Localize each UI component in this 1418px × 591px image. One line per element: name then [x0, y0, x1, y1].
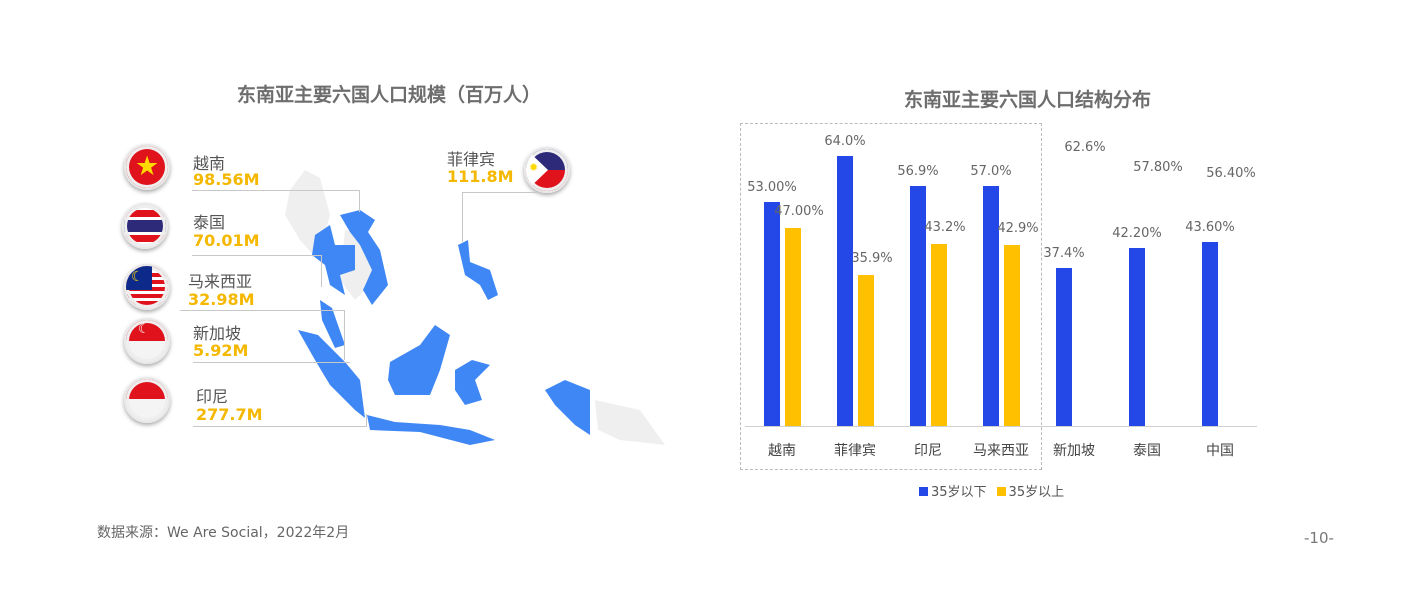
bar — [858, 274, 874, 426]
bar — [910, 185, 926, 426]
country-name: 新加坡 — [193, 324, 242, 343]
thailand-flag-icon — [122, 203, 168, 249]
country-name: 马来西亚 — [188, 272, 253, 291]
sulawesi-shape — [455, 360, 490, 405]
leader-line — [192, 190, 360, 191]
singapore-flag-icon: ☾ — [124, 318, 170, 364]
leader-line — [359, 190, 360, 212]
indonesia-flag-icon — [124, 377, 170, 423]
bar — [1004, 245, 1020, 426]
leader-line — [462, 192, 540, 193]
leader-line — [321, 255, 322, 287]
leader-line — [192, 255, 322, 256]
data-label: 57.0% — [970, 163, 1012, 179]
data-label: 35.9% — [851, 250, 893, 266]
chart-legend: 35岁以下 35岁以上 — [919, 481, 1064, 500]
country-population: 32.98M — [188, 290, 255, 309]
malaysia-flag-icon: ☾ — [124, 264, 170, 310]
population-title: 东南亚主要六国人口规模（百万人） — [237, 84, 542, 106]
bar — [1202, 242, 1218, 426]
bar — [983, 185, 999, 426]
bar — [931, 243, 947, 426]
country-population: 70.01M — [193, 231, 260, 250]
category-label: 印尼 — [914, 443, 942, 459]
leader-line — [366, 414, 367, 426]
highlight-box — [740, 123, 1042, 470]
legend-label: 35岁以下 — [931, 485, 987, 500]
legend-item-under-35: 35岁以下 — [919, 481, 987, 500]
category-label: 新加坡 — [1053, 443, 1095, 459]
map-background-land — [285, 170, 665, 445]
papua-shape — [545, 380, 590, 435]
legend-label: 35岁以上 — [1008, 485, 1065, 500]
data-label: 56.9% — [897, 163, 939, 179]
bar — [785, 227, 801, 426]
bar — [1129, 247, 1145, 426]
data-label: 43.2% — [924, 219, 966, 235]
data-label: 37.4% — [1043, 246, 1085, 262]
page-number: -10- — [1304, 529, 1334, 547]
map-countries — [298, 210, 590, 445]
category-label: 中国 — [1206, 443, 1234, 459]
data-source: 数据来源：We Are Social，2022年2月 — [97, 525, 350, 541]
thailand-shape — [312, 225, 355, 295]
data-label: 42.9% — [997, 221, 1039, 237]
sumatra-shape — [298, 330, 365, 418]
legend-swatch — [919, 487, 928, 496]
category-label: 菲律宾 — [834, 443, 876, 459]
leader-line — [193, 426, 367, 427]
country-name: 印尼 — [196, 387, 229, 406]
malaysia-peninsula-shape — [320, 300, 345, 348]
category-label: 越南 — [768, 443, 796, 459]
philippines-flag-icon: ✹ — [524, 147, 570, 193]
data-label: 47.00% — [774, 203, 824, 219]
country-population: 98.56M — [193, 170, 260, 189]
category-label: 马来西亚 — [973, 443, 1029, 459]
leader-line — [180, 310, 345, 311]
leader-line — [344, 310, 345, 360]
leader-line — [462, 192, 463, 242]
data-label: 62.6% — [1064, 139, 1106, 155]
country-name: 菲律宾 — [447, 150, 496, 169]
bar — [1056, 268, 1072, 426]
country-population: 111.8M — [447, 167, 514, 186]
java-islands-shape — [367, 415, 495, 445]
philippines-shape — [458, 240, 498, 300]
x-axis-line — [745, 426, 1257, 427]
category-label: 泰国 — [1133, 443, 1161, 459]
legend-swatch — [996, 487, 1006, 496]
data-label: 56.40% — [1206, 166, 1256, 182]
data-label: 42.20% — [1112, 225, 1162, 241]
southeast-asia-map — [285, 170, 665, 445]
bar — [764, 202, 780, 426]
structure-chart-title: 东南亚主要六国人口结构分布 — [904, 89, 1152, 111]
vietnam-flag-icon: ★ — [124, 144, 170, 190]
data-label: 64.0% — [824, 134, 866, 149]
legend-item-over-35: 35岁以上 — [996, 481, 1065, 500]
country-name: 越南 — [193, 154, 226, 173]
data-label: 43.60% — [1185, 220, 1235, 236]
country-population: 5.92M — [193, 341, 249, 360]
leader-line — [193, 362, 350, 363]
vietnam-shape — [340, 210, 388, 305]
country-name: 泰国 — [193, 213, 226, 232]
data-label: 57.80% — [1133, 160, 1183, 176]
borneo-shape — [388, 325, 450, 395]
bar — [837, 156, 853, 426]
data-label: 53.00% — [747, 180, 797, 196]
country-population: 277.7M — [196, 405, 263, 424]
